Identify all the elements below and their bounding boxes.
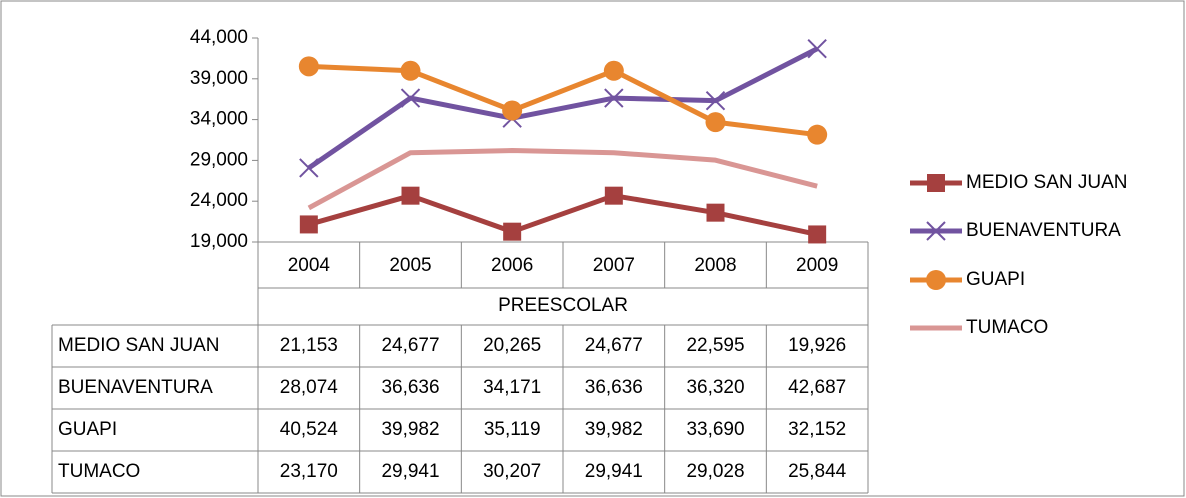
marker — [604, 88, 624, 108]
series-line — [307, 148, 818, 211]
table-row-label: BUENAVENTURA — [58, 377, 213, 398]
table-cell: 29,941 — [585, 461, 643, 482]
marker — [299, 158, 319, 178]
marker — [299, 215, 318, 234]
table-cell: 29,941 — [381, 461, 439, 482]
legend-marker — [926, 270, 946, 290]
table-cell: 34,171 — [483, 377, 541, 398]
y-tick-label: 39,000 — [190, 68, 248, 89]
table-cell: 32,152 — [788, 419, 846, 440]
table-cell: 21,153 — [280, 335, 338, 356]
series-line — [308, 193, 818, 237]
marker — [705, 112, 726, 133]
x-tick-label: 2008 — [694, 255, 736, 276]
table-row-label: MEDIO SAN JUAN — [58, 335, 220, 356]
marker — [401, 186, 420, 205]
series-line — [307, 46, 819, 171]
y-tick-label: 29,000 — [190, 149, 248, 170]
table-cell: 39,982 — [585, 419, 643, 440]
table-cell: 22,595 — [686, 335, 744, 356]
table-cell: 19,926 — [788, 335, 846, 356]
table-cell: 42,687 — [788, 377, 846, 398]
marker — [400, 60, 421, 81]
marker — [807, 39, 827, 59]
y-tick-label: 19,000 — [190, 231, 248, 252]
table-cell: 36,636 — [585, 377, 643, 398]
x-tick-label: 2005 — [389, 255, 431, 276]
table-cell: 28,074 — [280, 377, 339, 398]
table-cell: 23,170 — [280, 461, 338, 482]
legend-marker — [926, 221, 946, 241]
table-row-label: TUMACO — [58, 461, 140, 482]
legend-label: BUENAVENTURA — [966, 220, 1121, 241]
table-cell: 24,677 — [585, 335, 643, 356]
table-cell: 35,119 — [484, 419, 541, 440]
table-cell: 20,265 — [483, 335, 541, 356]
table-cell: 36,636 — [381, 377, 439, 398]
x-tick-label: 2009 — [796, 255, 838, 276]
marker — [603, 60, 624, 81]
table-cell: 24,677 — [381, 335, 439, 356]
legend-marker — [927, 174, 945, 192]
marker — [807, 124, 828, 145]
legend-label: GUAPI — [966, 269, 1025, 290]
marker — [400, 88, 421, 108]
legend-label: MEDIO SAN JUAN — [966, 172, 1128, 193]
x-tick-label: 2007 — [593, 255, 635, 276]
marker — [298, 56, 319, 77]
y-tick-label: 44,000 — [190, 27, 248, 48]
table-row-label: GUAPI — [58, 419, 117, 440]
table-cell: 36,320 — [686, 377, 744, 398]
table-cell: 25,844 — [788, 461, 847, 482]
marker — [502, 100, 523, 121]
marker — [705, 90, 726, 111]
table-cell: 40,524 — [280, 419, 339, 440]
x-tick-label: 2006 — [491, 255, 533, 276]
table-cell: 29,028 — [686, 461, 744, 482]
table-cell: 30,207 — [483, 461, 541, 482]
series-line — [308, 63, 818, 138]
category-group-label: PREESCOLAR — [498, 295, 628, 316]
marker — [503, 222, 522, 241]
table-cell: 39,982 — [381, 419, 439, 440]
table-cell: 33,690 — [686, 419, 744, 440]
marker — [706, 203, 725, 222]
marker — [808, 225, 827, 244]
x-tick-label: 2004 — [288, 255, 331, 276]
y-tick-label: 34,000 — [190, 109, 248, 130]
marker — [604, 186, 623, 205]
y-tick-label: 24,000 — [190, 190, 248, 211]
legend-label: TUMACO — [966, 317, 1048, 338]
